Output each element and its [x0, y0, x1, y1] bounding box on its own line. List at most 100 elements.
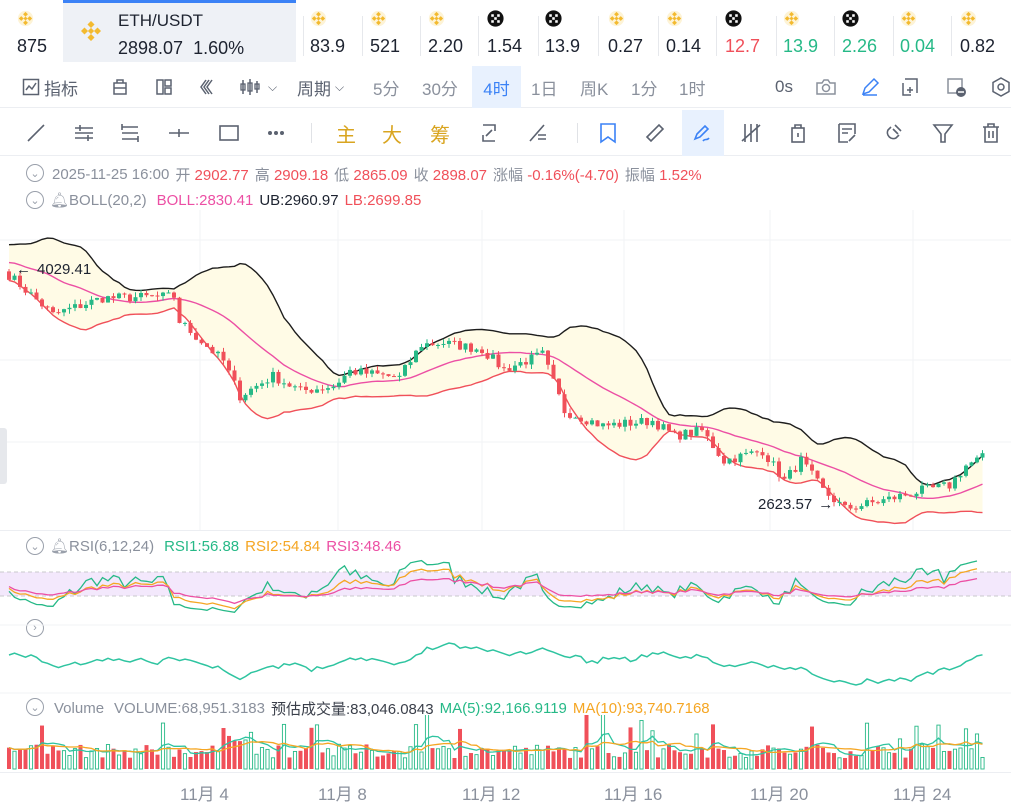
price-chart[interactable]: [0, 210, 1011, 530]
candle-body: [425, 343, 429, 348]
volume-legend: Volume VOLUME:68,951.3183 预估成交量:83,046.0…: [54, 700, 710, 718]
candle-body: [7, 271, 11, 280]
volume-bar: [738, 753, 743, 770]
collapse-volume-icon[interactable]: ⌄: [26, 698, 44, 716]
indicator-chart[interactable]: [0, 615, 1011, 695]
period-1d[interactable]: 1日: [531, 79, 558, 99]
candle-body: [634, 423, 638, 426]
period-1min[interactable]: 1分: [631, 79, 658, 99]
volume-bar: [766, 745, 770, 769]
volume-bar: [369, 749, 375, 770]
candle-body: [551, 364, 556, 379]
candle-body: [535, 352, 539, 355]
candle-body: [612, 422, 616, 426]
collapse-ohlc-icon[interactable]: ⌄: [26, 164, 44, 182]
ticker-eth-usdt[interactable]: ETH/USDT 2898.07 1.60%: [63, 0, 296, 62]
volume-bar: [122, 750, 127, 769]
ticker-item[interactable]: 83.9: [310, 0, 345, 62]
ticker-item[interactable]: 0.82: [960, 0, 995, 62]
screenshot-button[interactable]: [815, 66, 837, 108]
ticker-item[interactable]: 12.7: [725, 0, 760, 62]
ticker-item[interactable]: 521: [370, 0, 400, 62]
volume-bar: [876, 746, 880, 769]
note-tool[interactable]: [829, 110, 865, 156]
period-5m[interactable]: 5分: [373, 79, 400, 99]
candle-body: [397, 375, 402, 377]
big-order-button[interactable]: 大: [382, 124, 402, 147]
candle-body: [172, 292, 176, 298]
ticker-item[interactable]: 2.20: [428, 0, 463, 62]
filter-tool[interactable]: [925, 110, 961, 156]
ticker-item[interactable]: 0.04: [900, 0, 935, 62]
template-button[interactable]: [110, 66, 130, 108]
candle-body: [766, 455, 770, 463]
volume-bar: [672, 750, 677, 769]
ruler-tool[interactable]: [637, 110, 673, 156]
ticker-item[interactable]: 875: [17, 0, 47, 62]
bookmark-tool[interactable]: [590, 110, 626, 156]
volume-bar: [557, 747, 561, 769]
candle-body: [282, 383, 286, 385]
period-4h[interactable]: 4时: [472, 66, 521, 108]
settings-button[interactable]: [990, 66, 1011, 108]
ticker-item[interactable]: 0.14: [666, 0, 701, 62]
period-30m[interactable]: 30分: [422, 79, 458, 99]
ticker-item[interactable]: 0.27: [608, 0, 643, 62]
chips-button[interactable]: 筹: [430, 124, 450, 147]
swap-tool[interactable]: [520, 110, 556, 156]
delete-drawings-button[interactable]: [973, 110, 1009, 156]
draw-button[interactable]: [860, 66, 880, 108]
candle-body: [166, 292, 171, 294]
add-window-button[interactable]: [900, 66, 920, 108]
volume-bar: [150, 749, 154, 769]
hide-candles-tool[interactable]: [733, 110, 769, 156]
rsi-chart[interactable]: [0, 555, 1011, 615]
brush-tool[interactable]: [682, 110, 724, 156]
period-dropdown[interactable]: 周期 ⌵: [297, 79, 345, 99]
bell-icon[interactable]: 🔔︎: [50, 192, 70, 209]
danmaku-button[interactable]: [945, 66, 967, 108]
split-layout-button[interactable]: [154, 66, 174, 108]
volume-bar: [12, 750, 17, 770]
period-1w[interactable]: 周K: [580, 79, 609, 99]
volume-bar: [210, 745, 215, 769]
expand-indicator-icon[interactable]: ›: [26, 619, 44, 637]
columns-icon: [156, 79, 172, 95]
sync-tool[interactable]: [471, 110, 507, 156]
ticker-item[interactable]: 2.26: [842, 0, 877, 62]
ticker-item[interactable]: 13.9: [545, 0, 580, 62]
ticker-item[interactable]: 1.54: [487, 0, 522, 62]
main-force-button[interactable]: 主: [336, 124, 356, 147]
candle-body: [711, 436, 715, 449]
chart-type-dropdown[interactable]: ⌵: [238, 66, 277, 108]
replay-button[interactable]: [197, 66, 217, 108]
candle-body: [106, 296, 110, 303]
trend-line-tool[interactable]: [18, 110, 54, 156]
candle-body: [947, 482, 952, 489]
volume-bar: [227, 735, 231, 769]
volume-bar: [347, 745, 353, 770]
side-panel-handle[interactable]: [0, 428, 7, 484]
volume-bar: [408, 746, 413, 770]
rectangle-tool[interactable]: [211, 110, 247, 156]
volume-chart[interactable]: [0, 715, 1011, 775]
candle-body: [705, 430, 710, 437]
parallel-lines-tool[interactable]: [66, 110, 102, 156]
candle-body: [694, 427, 699, 436]
volume-bar: [936, 724, 941, 770]
volume-bar: [463, 755, 468, 770]
magnet-tool[interactable]: [877, 110, 913, 156]
collapse-boll-icon[interactable]: ⌄: [26, 191, 44, 209]
bell-icon[interactable]: 🔔︎: [50, 538, 70, 555]
ticker-item[interactable]: 13.9: [783, 0, 818, 62]
collapse-rsi-icon[interactable]: ⌄: [26, 537, 44, 555]
candle-body: [205, 343, 209, 347]
indicators-button[interactable]: 指标: [22, 66, 78, 108]
period-1h[interactable]: 1时: [679, 79, 706, 99]
lock-tool[interactable]: [780, 110, 816, 156]
more-tools-button[interactable]: [258, 110, 294, 156]
channel-tool[interactable]: [112, 110, 148, 156]
volume-bar: [733, 755, 737, 769]
volume-bar: [402, 757, 408, 770]
horizontal-line-tool[interactable]: [161, 110, 197, 156]
